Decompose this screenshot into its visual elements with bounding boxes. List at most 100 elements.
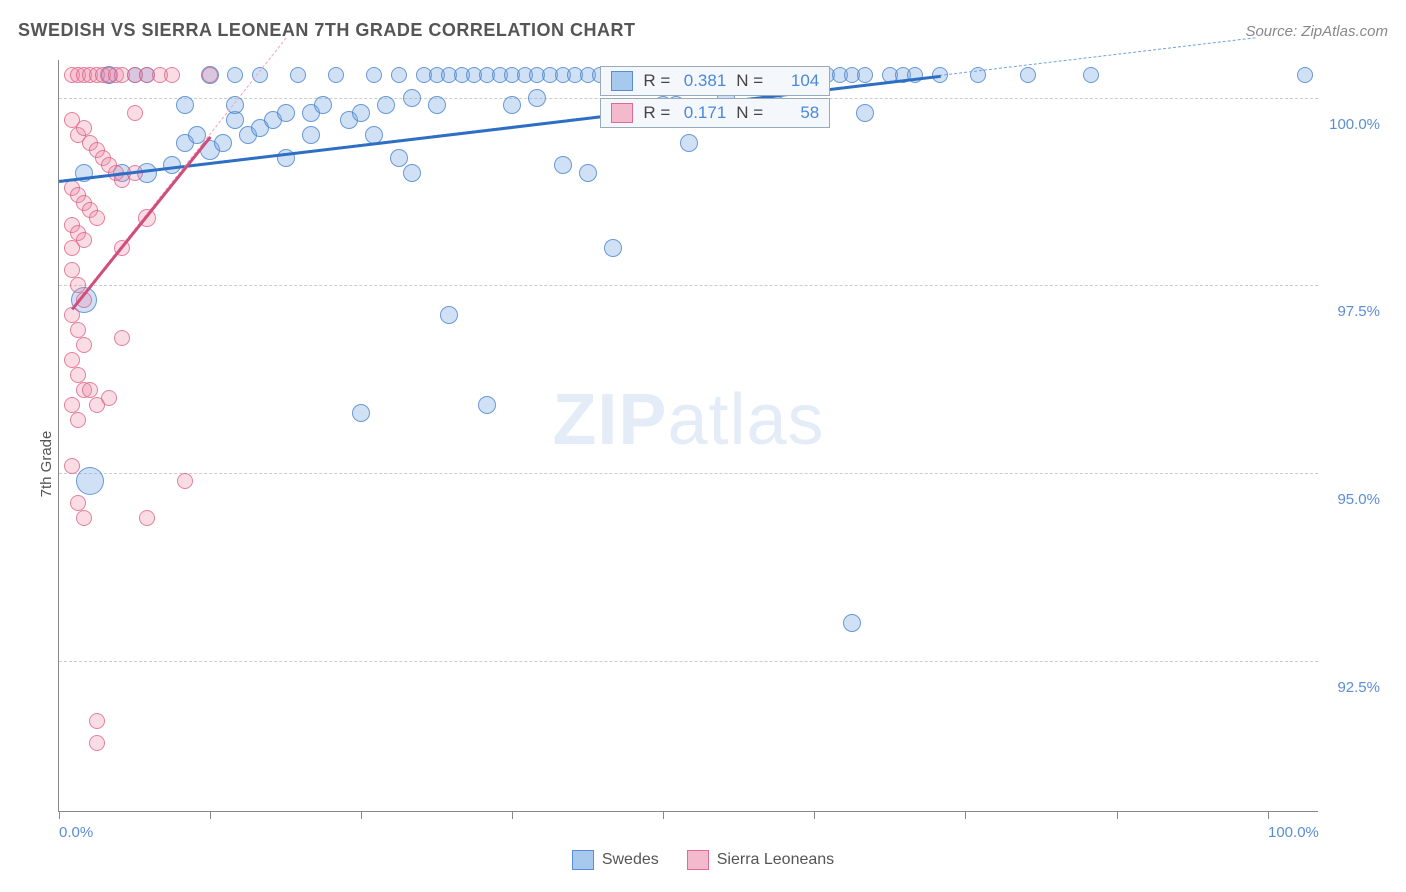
y-tick-label: 95.0% — [1337, 491, 1380, 508]
data-point — [70, 412, 86, 428]
data-point — [76, 120, 92, 136]
data-point — [64, 397, 80, 413]
plot-area: ZIPatlas 92.5%95.0%97.5%100.0%0.0%100.0%… — [58, 60, 1318, 812]
data-point — [64, 352, 80, 368]
data-point — [856, 104, 874, 122]
data-point — [579, 164, 597, 182]
data-point — [89, 735, 105, 751]
data-point — [1083, 67, 1099, 83]
stats-n-value: 104 — [773, 71, 819, 91]
data-point — [226, 96, 244, 114]
data-point — [89, 210, 105, 226]
x-tick — [1117, 811, 1118, 819]
data-point — [176, 96, 194, 114]
data-point — [114, 330, 130, 346]
data-point — [64, 240, 80, 256]
x-tick — [210, 811, 211, 819]
data-point — [202, 67, 218, 83]
data-point — [64, 307, 80, 323]
x-tick — [512, 811, 513, 819]
data-point — [139, 510, 155, 526]
gridline — [59, 661, 1318, 662]
legend-label: Swedes — [602, 851, 659, 869]
legend-label: Sierra Leoneans — [717, 851, 834, 869]
data-point — [604, 239, 622, 257]
y-axis-label: 7th Grade — [38, 430, 55, 497]
data-point — [403, 164, 421, 182]
data-point — [352, 404, 370, 422]
data-point — [843, 614, 861, 632]
data-point — [82, 382, 98, 398]
legend: Swedes Sierra Leoneans — [18, 850, 1388, 870]
data-point — [89, 713, 105, 729]
watermark: ZIPatlas — [552, 379, 824, 461]
data-point — [76, 467, 104, 495]
data-point — [528, 89, 546, 107]
stats-box: R = 0.171 N = 58 — [600, 98, 830, 128]
data-point — [428, 96, 446, 114]
legend-item: Sierra Leoneans — [687, 850, 834, 870]
stats-r-label: R = — [643, 103, 670, 123]
data-point — [70, 322, 86, 338]
data-point — [440, 306, 458, 324]
header-row: SWEDISH VS SIERRA LEONEAN 7TH GRADE CORR… — [18, 20, 1388, 41]
stats-r-value: 0.171 — [680, 103, 726, 123]
watermark-rest: atlas — [667, 380, 824, 460]
x-tick — [59, 811, 60, 819]
data-point — [64, 262, 80, 278]
stats-n-label: N = — [736, 103, 763, 123]
chart-container: 7th Grade ZIPatlas 92.5%95.0%97.5%100.0%… — [18, 55, 1388, 872]
data-point — [857, 67, 873, 83]
stats-r-value: 0.381 — [680, 71, 726, 91]
data-point — [352, 104, 370, 122]
data-point — [127, 105, 143, 121]
data-point — [680, 134, 698, 152]
data-point — [70, 367, 86, 383]
data-point — [503, 96, 521, 114]
chart-title: SWEDISH VS SIERRA LEONEAN 7TH GRADE CORR… — [18, 20, 636, 41]
gridline — [59, 285, 1318, 286]
x-tick — [361, 811, 362, 819]
data-point — [314, 96, 332, 114]
stats-swatch — [611, 71, 633, 91]
data-point — [277, 104, 295, 122]
stats-box: R = 0.381 N = 104 — [600, 66, 830, 96]
x-tick-label: 100.0% — [1268, 824, 1319, 841]
stats-n-label: N = — [736, 71, 763, 91]
data-point — [214, 134, 232, 152]
stats-r-label: R = — [643, 71, 670, 91]
x-tick — [965, 811, 966, 819]
x-tick — [1268, 811, 1269, 819]
data-point — [391, 67, 407, 83]
data-point — [70, 495, 86, 511]
stats-swatch — [611, 103, 633, 123]
stats-n-value: 58 — [773, 103, 819, 123]
y-tick-label: 92.5% — [1337, 679, 1380, 696]
y-tick-label: 97.5% — [1337, 303, 1380, 320]
data-point — [101, 390, 117, 406]
data-point — [164, 67, 180, 83]
data-point — [1297, 67, 1313, 83]
data-point — [227, 67, 243, 83]
data-point — [302, 126, 320, 144]
data-point — [290, 67, 306, 83]
legend-item: Swedes — [572, 850, 659, 870]
source-attribution: Source: ZipAtlas.com — [1245, 23, 1388, 40]
x-tick-label: 0.0% — [59, 824, 93, 841]
watermark-bold: ZIP — [552, 380, 667, 460]
legend-swatch — [687, 850, 709, 870]
data-point — [390, 149, 408, 167]
data-point — [478, 396, 496, 414]
legend-swatch — [572, 850, 594, 870]
x-tick — [663, 811, 664, 819]
data-point — [377, 96, 395, 114]
data-point — [366, 67, 382, 83]
gridline — [59, 473, 1318, 474]
data-point — [76, 510, 92, 526]
y-tick-label: 100.0% — [1329, 116, 1380, 133]
data-point — [403, 89, 421, 107]
data-point — [1020, 67, 1036, 83]
data-point — [64, 458, 80, 474]
x-tick — [814, 811, 815, 819]
data-point — [177, 473, 193, 489]
